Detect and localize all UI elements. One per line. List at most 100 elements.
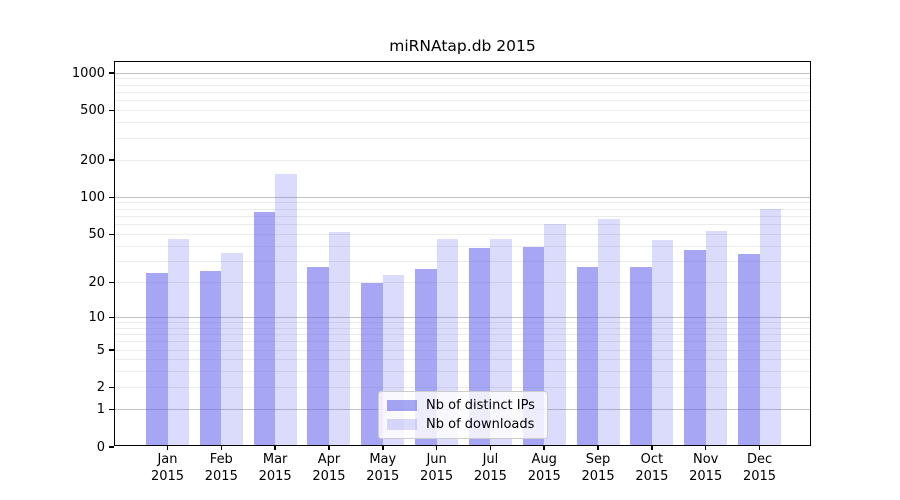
x-tick-mark xyxy=(597,445,599,450)
y-tick-label: 2 xyxy=(96,380,105,396)
y-tick-mark xyxy=(109,349,114,351)
x-tick-label-feb: Feb 2015 xyxy=(204,452,238,484)
minor-gridline xyxy=(115,341,810,343)
legend: Nb of distinct IPs Nb of downloads xyxy=(378,391,548,439)
x-tick-mark xyxy=(382,445,384,450)
x-tick-mark xyxy=(704,445,707,450)
y-tick-label: 5 xyxy=(96,342,105,358)
chart-title: miRNAtap.db 2015 xyxy=(389,37,536,55)
bar-sep-distinct-ips xyxy=(576,266,599,445)
minor-gridline xyxy=(115,208,810,210)
y-tick-label: 200 xyxy=(80,152,105,168)
minor-gridline xyxy=(115,281,810,283)
minor-gridline xyxy=(115,333,810,335)
x-tick-label-oct: Oct 2015 xyxy=(635,452,669,484)
minor-gridline xyxy=(115,122,810,124)
bar-dec-distinct-ips xyxy=(738,254,760,445)
y-tick-mark xyxy=(109,196,114,199)
x-tick-label-jul: Jul 2015 xyxy=(473,452,507,484)
bar-nov-distinct-ips xyxy=(684,249,706,445)
minor-gridline xyxy=(115,224,810,226)
x-tick-label-jun: Jun 2015 xyxy=(420,452,454,484)
minor-gridline xyxy=(115,359,810,361)
minor-gridline xyxy=(115,159,810,161)
y-tick-mark xyxy=(109,316,114,318)
minor-gridline xyxy=(115,137,810,139)
y-tick-label: 10 xyxy=(88,309,105,325)
y-tick-label: 0 xyxy=(96,439,105,455)
minor-gridline xyxy=(115,233,810,235)
minor-gridline xyxy=(115,371,810,373)
x-tick-mark xyxy=(166,445,169,450)
x-tick-mark xyxy=(220,445,223,450)
y-tick-label: 50 xyxy=(88,226,105,242)
x-tick-label-may: May 2015 xyxy=(366,452,400,484)
bar-apr-distinct-ips xyxy=(307,266,329,445)
bar-mar-downloads xyxy=(275,173,297,445)
minor-gridline xyxy=(115,100,810,102)
x-tick-mark xyxy=(758,445,761,450)
y-tick-mark xyxy=(109,159,114,161)
bar-oct-downloads xyxy=(651,240,674,445)
bar-may-distinct-ips xyxy=(361,282,383,445)
minor-gridline xyxy=(115,78,810,80)
x-tick-mark xyxy=(328,445,330,450)
major-gridline xyxy=(115,316,810,318)
major-gridline xyxy=(115,72,810,74)
minor-gridline xyxy=(115,84,810,86)
y-tick-mark xyxy=(109,72,114,74)
y-tick-label: 100 xyxy=(80,189,105,205)
bar-apr-downloads xyxy=(328,232,351,445)
bar-oct-distinct-ips xyxy=(630,266,652,445)
y-tick-label: 1 xyxy=(96,401,105,417)
legend-item-distinct-ips: Nb of distinct IPs xyxy=(387,398,537,413)
y-tick-mark xyxy=(109,109,114,112)
minor-gridline xyxy=(115,327,810,329)
legend-swatch-distinct-ips xyxy=(387,400,417,411)
x-tick-mark xyxy=(274,445,276,450)
x-tick-mark xyxy=(489,445,492,450)
bar-jan-downloads xyxy=(167,239,189,445)
minor-gridline xyxy=(115,245,810,247)
bar-sep-downloads xyxy=(598,219,620,445)
x-tick-mark xyxy=(651,445,653,450)
x-tick-label-aug: Aug 2015 xyxy=(527,452,561,484)
y-tick-mark xyxy=(109,281,114,284)
minor-gridline xyxy=(115,110,810,112)
bar-feb-distinct-ips xyxy=(199,270,222,445)
x-tick-label-mar: Mar 2015 xyxy=(258,452,292,484)
bar-jan-distinct-ips xyxy=(146,273,168,445)
minor-gridline xyxy=(115,260,810,262)
y-tick-label: 1000 xyxy=(71,65,105,81)
x-tick-label-sep: Sep 2015 xyxy=(581,452,615,484)
x-tick-label-dec: Dec 2015 xyxy=(742,452,777,484)
legend-swatch-downloads xyxy=(387,419,417,430)
y-tick-mark xyxy=(109,386,114,389)
x-tick-label-apr: Apr 2015 xyxy=(312,452,346,484)
y-tick-label: 500 xyxy=(80,103,105,119)
x-tick-mark xyxy=(435,445,438,450)
x-tick-label-jan: Jan 2015 xyxy=(150,452,185,484)
minor-gridline xyxy=(115,202,810,204)
legend-label-distinct-ips: Nb of distinct IPs xyxy=(426,398,535,413)
y-tick-label: 20 xyxy=(88,274,105,290)
minor-gridline xyxy=(115,321,810,323)
y-tick-mark xyxy=(109,233,114,235)
legend-label-downloads: Nb of downloads xyxy=(426,417,535,432)
minor-gridline xyxy=(115,349,810,351)
bar-feb-downloads xyxy=(221,252,243,445)
x-tick-label-nov: Nov 2015 xyxy=(689,452,723,484)
minor-gridline xyxy=(115,215,810,217)
bar-mar-distinct-ips xyxy=(253,212,276,445)
minor-gridline xyxy=(115,387,810,389)
plot-area: 0 1 2 5 10 20 50 100 200 500 1000 Jan 2015 Feb 2015… xyxy=(72,61,811,484)
y-tick-mark xyxy=(109,408,114,411)
legend-item-downloads: Nb of downloads xyxy=(387,417,537,432)
minor-gridline xyxy=(115,91,810,93)
bar-dec-downloads xyxy=(759,209,782,445)
bar-nov-downloads xyxy=(705,231,728,445)
x-tick-mark xyxy=(543,445,545,450)
major-gridline xyxy=(115,196,810,198)
bar-aug-downloads xyxy=(544,224,566,445)
